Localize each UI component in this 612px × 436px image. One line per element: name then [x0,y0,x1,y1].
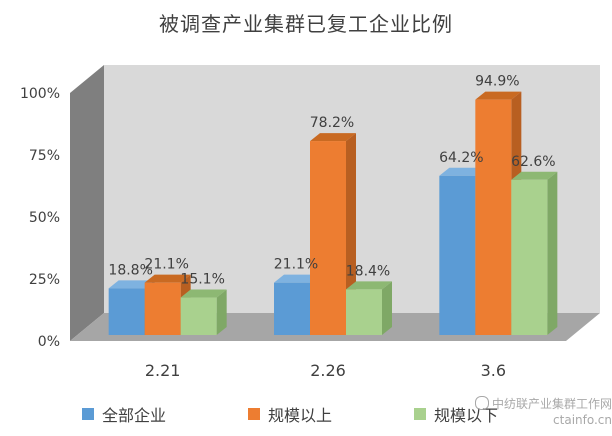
data-label: 21.1% [274,257,318,273]
x-axis: 2.21 2.26 3.6 [145,361,506,380]
chart-title: 被调查产业集群已复工企业比例 [159,12,453,36]
y-tick-label: 75% [29,148,60,164]
bar-top [346,281,392,290]
watermark-line2: ctainfo.cn [553,413,612,427]
watermark: 中纺联产业集群工作网 ctainfo.cn [440,396,612,436]
bar [346,289,382,335]
x-tick-label: 2.21 [145,361,181,380]
y-tick-label: 25% [29,272,60,288]
watermark-line1: 中纺联产业集群工作网 [491,397,612,411]
data-label: 94.9% [475,74,519,90]
bar-side [547,171,558,335]
legend-item-below: 规模以下 [414,402,498,426]
data-label: 18.4% [346,263,390,279]
data-label: 78.2% [310,115,354,131]
data-label: 62.6% [511,154,555,170]
y-tick-label: 100% [20,86,60,102]
bar [511,179,548,335]
bar-side [382,281,392,335]
data-label: 21.1% [144,257,188,273]
legend-label-all: 全部企业 [102,406,167,425]
bar [274,282,310,335]
bars-group [108,91,558,335]
wechat-icon [474,396,489,410]
y-axis: 0% 25% 50% 75% 100% [20,86,60,350]
data-labels-group: 18.8%21.1%15.1%21.1%78.2%18.4%64.2%94.9%… [108,74,555,288]
bar-top [475,91,522,100]
bar-top [511,171,558,180]
bar-top [310,133,356,142]
bar [144,282,181,335]
legend-swatch-above [248,408,261,420]
legend-swatch-all [82,408,94,420]
legend: 全部企业 规模以上 规模以下 [82,402,498,426]
bar [108,288,145,335]
x-tick-label: 2.26 [310,361,346,380]
bar-top [180,289,227,298]
legend-label-above: 规模以上 [268,406,333,425]
bar-top [108,280,155,289]
data-label: 15.1% [180,272,224,288]
bar-side [216,289,227,335]
bar [310,141,346,335]
bar-top [144,274,191,283]
legend-item-all: 全部企业 [82,402,166,426]
data-label: 64.2% [439,150,483,166]
x-tick-label: 3.6 [481,361,506,380]
bar-top [274,274,320,283]
y-tick-label: 50% [29,210,60,226]
y-tick-label: 0% [38,334,60,350]
bar-top [439,167,486,176]
data-label: 18.8% [108,262,152,278]
legend-label-below: 规模以下 [434,406,499,425]
bar [475,99,512,335]
bar [439,175,476,335]
legend-swatch-below [414,408,427,420]
side-wall [70,65,104,341]
bar [180,297,217,335]
legend-item-above: 规模以上 [248,402,332,426]
